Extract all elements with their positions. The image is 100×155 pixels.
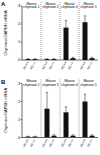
y-axis: [22, 6, 23, 60]
group-label-line: chymase 5: [80, 5, 97, 9]
group-separator: [41, 2, 42, 60]
y-tick-label: 3: [18, 82, 20, 86]
group-separator: [60, 2, 61, 60]
bars: [26, 93, 95, 138]
error-bar: [46, 93, 48, 109]
group-label-line: chymase 4: [61, 83, 78, 87]
bar: [64, 112, 69, 137]
y-tick-label: 1: [18, 118, 20, 122]
y-tick-label: 2: [18, 100, 20, 104]
y-tick-label: 2: [18, 22, 20, 26]
y-axis-label: Chymase/GAPDH mRNA: [3, 88, 8, 133]
y-tick: [21, 83, 23, 84]
error-bar: [65, 20, 67, 27]
figure: AChymase/GAPDH mRNA0123Mousechymase 1MC+…: [0, 0, 100, 155]
y-tick: [21, 119, 23, 120]
group-label-line: chymase 2: [42, 83, 59, 87]
bar: [26, 136, 31, 137]
series-label: MC−/−: [67, 60, 75, 70]
y-tick: [21, 137, 23, 138]
error-bar: [53, 134, 55, 136]
y-tick: [21, 60, 23, 61]
error-bar: [27, 58, 29, 59]
bar: [83, 22, 88, 60]
panel-label: B: [1, 79, 6, 85]
bar: [90, 58, 95, 60]
error-bar: [84, 16, 86, 22]
error-bar: [27, 136, 29, 137]
y-axis: [22, 84, 23, 138]
y-tick: [21, 24, 23, 25]
bar: [52, 136, 57, 138]
group-label-line: chymase 2: [42, 5, 59, 9]
bar: [33, 136, 38, 137]
series-label: MC−/−: [48, 138, 56, 148]
group-label-line: chymase 1: [23, 83, 40, 87]
group-separator: [60, 80, 61, 138]
y-axis-label: Chymase/GAPDH mRNA: [3, 10, 8, 55]
bar: [45, 109, 50, 138]
bar: [33, 59, 38, 60]
panel-label: A: [1, 1, 6, 7]
error-bar: [72, 57, 74, 59]
y-tick-label: 3: [18, 4, 20, 8]
group-label-line: chymase 4: [61, 5, 78, 9]
group-label: Mousechymase 4: [61, 79, 78, 87]
error-bar: [34, 136, 36, 137]
error-bar: [91, 57, 93, 59]
error-bar: [65, 107, 67, 112]
y-tick: [21, 101, 23, 102]
bar: [90, 136, 95, 138]
y-tick-label: 1: [18, 40, 20, 44]
group-label-line: chymase 1: [23, 5, 40, 9]
error-bar: [46, 58, 48, 59]
series-label: MC−/−: [29, 138, 37, 148]
bar: [52, 59, 57, 60]
error-bar: [34, 58, 36, 59]
group-label: Mousechymase 4: [61, 2, 78, 10]
error-bar: [84, 94, 86, 101]
error-bar: [72, 134, 74, 136]
error-bar: [91, 134, 93, 136]
group-separator: [41, 80, 42, 138]
bar: [26, 59, 31, 60]
y-tick-label: 0: [18, 136, 20, 140]
series-label: MC−/−: [48, 60, 56, 70]
series-label: MC−/−: [29, 60, 37, 70]
group-label: Mousechymase 2: [42, 2, 59, 10]
y-tick: [21, 42, 23, 43]
group-separator: [79, 80, 80, 138]
series-label: MC−/−: [67, 138, 75, 148]
bar: [45, 59, 50, 60]
y-tick-label: 0: [18, 58, 20, 62]
bar: [71, 136, 76, 138]
bar: [71, 58, 76, 60]
bar: [64, 28, 69, 60]
error-bar: [53, 58, 55, 59]
group-separator: [79, 2, 80, 60]
y-tick: [21, 6, 23, 7]
group-label: Mousechymase 5: [80, 79, 97, 87]
group-label-line: chymase 5: [80, 83, 97, 87]
group-label: Mousechymase 1: [23, 2, 40, 10]
group-label: Mousechymase 2: [42, 79, 59, 87]
group-label: Mousechymase 1: [23, 79, 40, 87]
bar: [83, 102, 88, 138]
series-label: MC−/−: [86, 138, 94, 148]
series-label: MC−/−: [86, 60, 94, 70]
group-label: Mousechymase 5: [80, 2, 97, 10]
